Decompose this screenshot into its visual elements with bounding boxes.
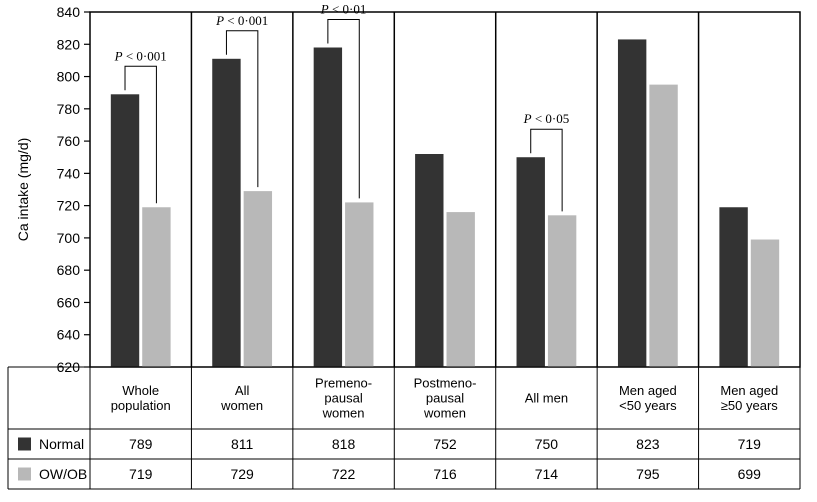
legend-swatch — [18, 438, 31, 451]
category-label: Premeno- — [315, 376, 372, 391]
category-label: women — [423, 406, 466, 421]
pvalue-label: P < 0·01 — [320, 2, 367, 17]
bar-normal — [212, 59, 240, 367]
pvalue-label: P < 0·001 — [215, 13, 268, 28]
bar-owob — [244, 191, 272, 367]
table-cell: 714 — [535, 466, 559, 482]
table-cell: 789 — [129, 436, 153, 452]
category-label: All men — [525, 391, 568, 406]
bar-owob — [649, 85, 677, 367]
category-label: Men aged — [720, 383, 778, 398]
pvalue-label: P < 0·05 — [523, 111, 570, 126]
table-cell: 752 — [433, 436, 457, 452]
bar-owob — [345, 202, 373, 367]
category-label: women — [322, 406, 365, 421]
bar-normal — [517, 157, 545, 367]
bar-normal — [415, 154, 443, 367]
y-axis-label: Ca intake (mg/d) — [15, 138, 31, 241]
table-cell: 795 — [636, 466, 660, 482]
legend-series-label: OW/OB — [39, 466, 87, 482]
legend-series-label: Normal — [39, 436, 84, 452]
y-tick-label: 760 — [57, 133, 81, 149]
y-tick-label: 680 — [57, 262, 81, 278]
y-tick-label: 720 — [57, 198, 81, 214]
chart-svg: 620640660680700720740760780800820840Ca i… — [0, 0, 817, 502]
table-cell: 818 — [332, 436, 356, 452]
pvalue-label: P < 0·001 — [114, 48, 167, 63]
table-cell: 719 — [129, 466, 153, 482]
y-tick-label: 740 — [57, 165, 81, 181]
category-label: pausal — [324, 391, 362, 406]
bar-owob — [751, 240, 779, 367]
table-cell: 811 — [231, 436, 254, 452]
table-cell: 729 — [230, 466, 254, 482]
category-label: Men aged — [619, 383, 677, 398]
y-tick-label: 660 — [57, 294, 81, 310]
category-label: women — [220, 398, 263, 413]
legend-swatch — [18, 468, 31, 481]
bar-owob — [548, 215, 576, 367]
y-tick-label: 840 — [57, 4, 81, 20]
y-tick-label: 700 — [57, 230, 81, 246]
category-label: Whole — [122, 383, 159, 398]
category-label: Postmeno- — [414, 376, 477, 391]
y-tick-label: 640 — [57, 327, 81, 343]
y-tick-label: 800 — [57, 69, 81, 85]
category-label: <50 years — [619, 398, 677, 413]
bar-normal — [314, 48, 342, 368]
category-label: population — [111, 398, 171, 413]
table-cell: 750 — [535, 436, 559, 452]
bar-normal — [719, 207, 747, 367]
table-cell: 722 — [332, 466, 356, 482]
table-cell: 719 — [738, 436, 762, 452]
plot-border — [90, 12, 800, 367]
table-cell: 716 — [433, 466, 457, 482]
category-label: pausal — [426, 391, 464, 406]
category-label: All — [235, 383, 250, 398]
table-cell: 823 — [636, 436, 660, 452]
bar-owob — [142, 207, 170, 367]
category-label: ≥50 years — [721, 398, 778, 413]
bar-normal — [111, 94, 139, 367]
table-cell: 699 — [738, 466, 762, 482]
y-tick-label: 780 — [57, 101, 81, 117]
bar-owob — [447, 212, 475, 367]
y-tick-label: 820 — [57, 36, 81, 52]
bar-normal — [618, 39, 646, 367]
